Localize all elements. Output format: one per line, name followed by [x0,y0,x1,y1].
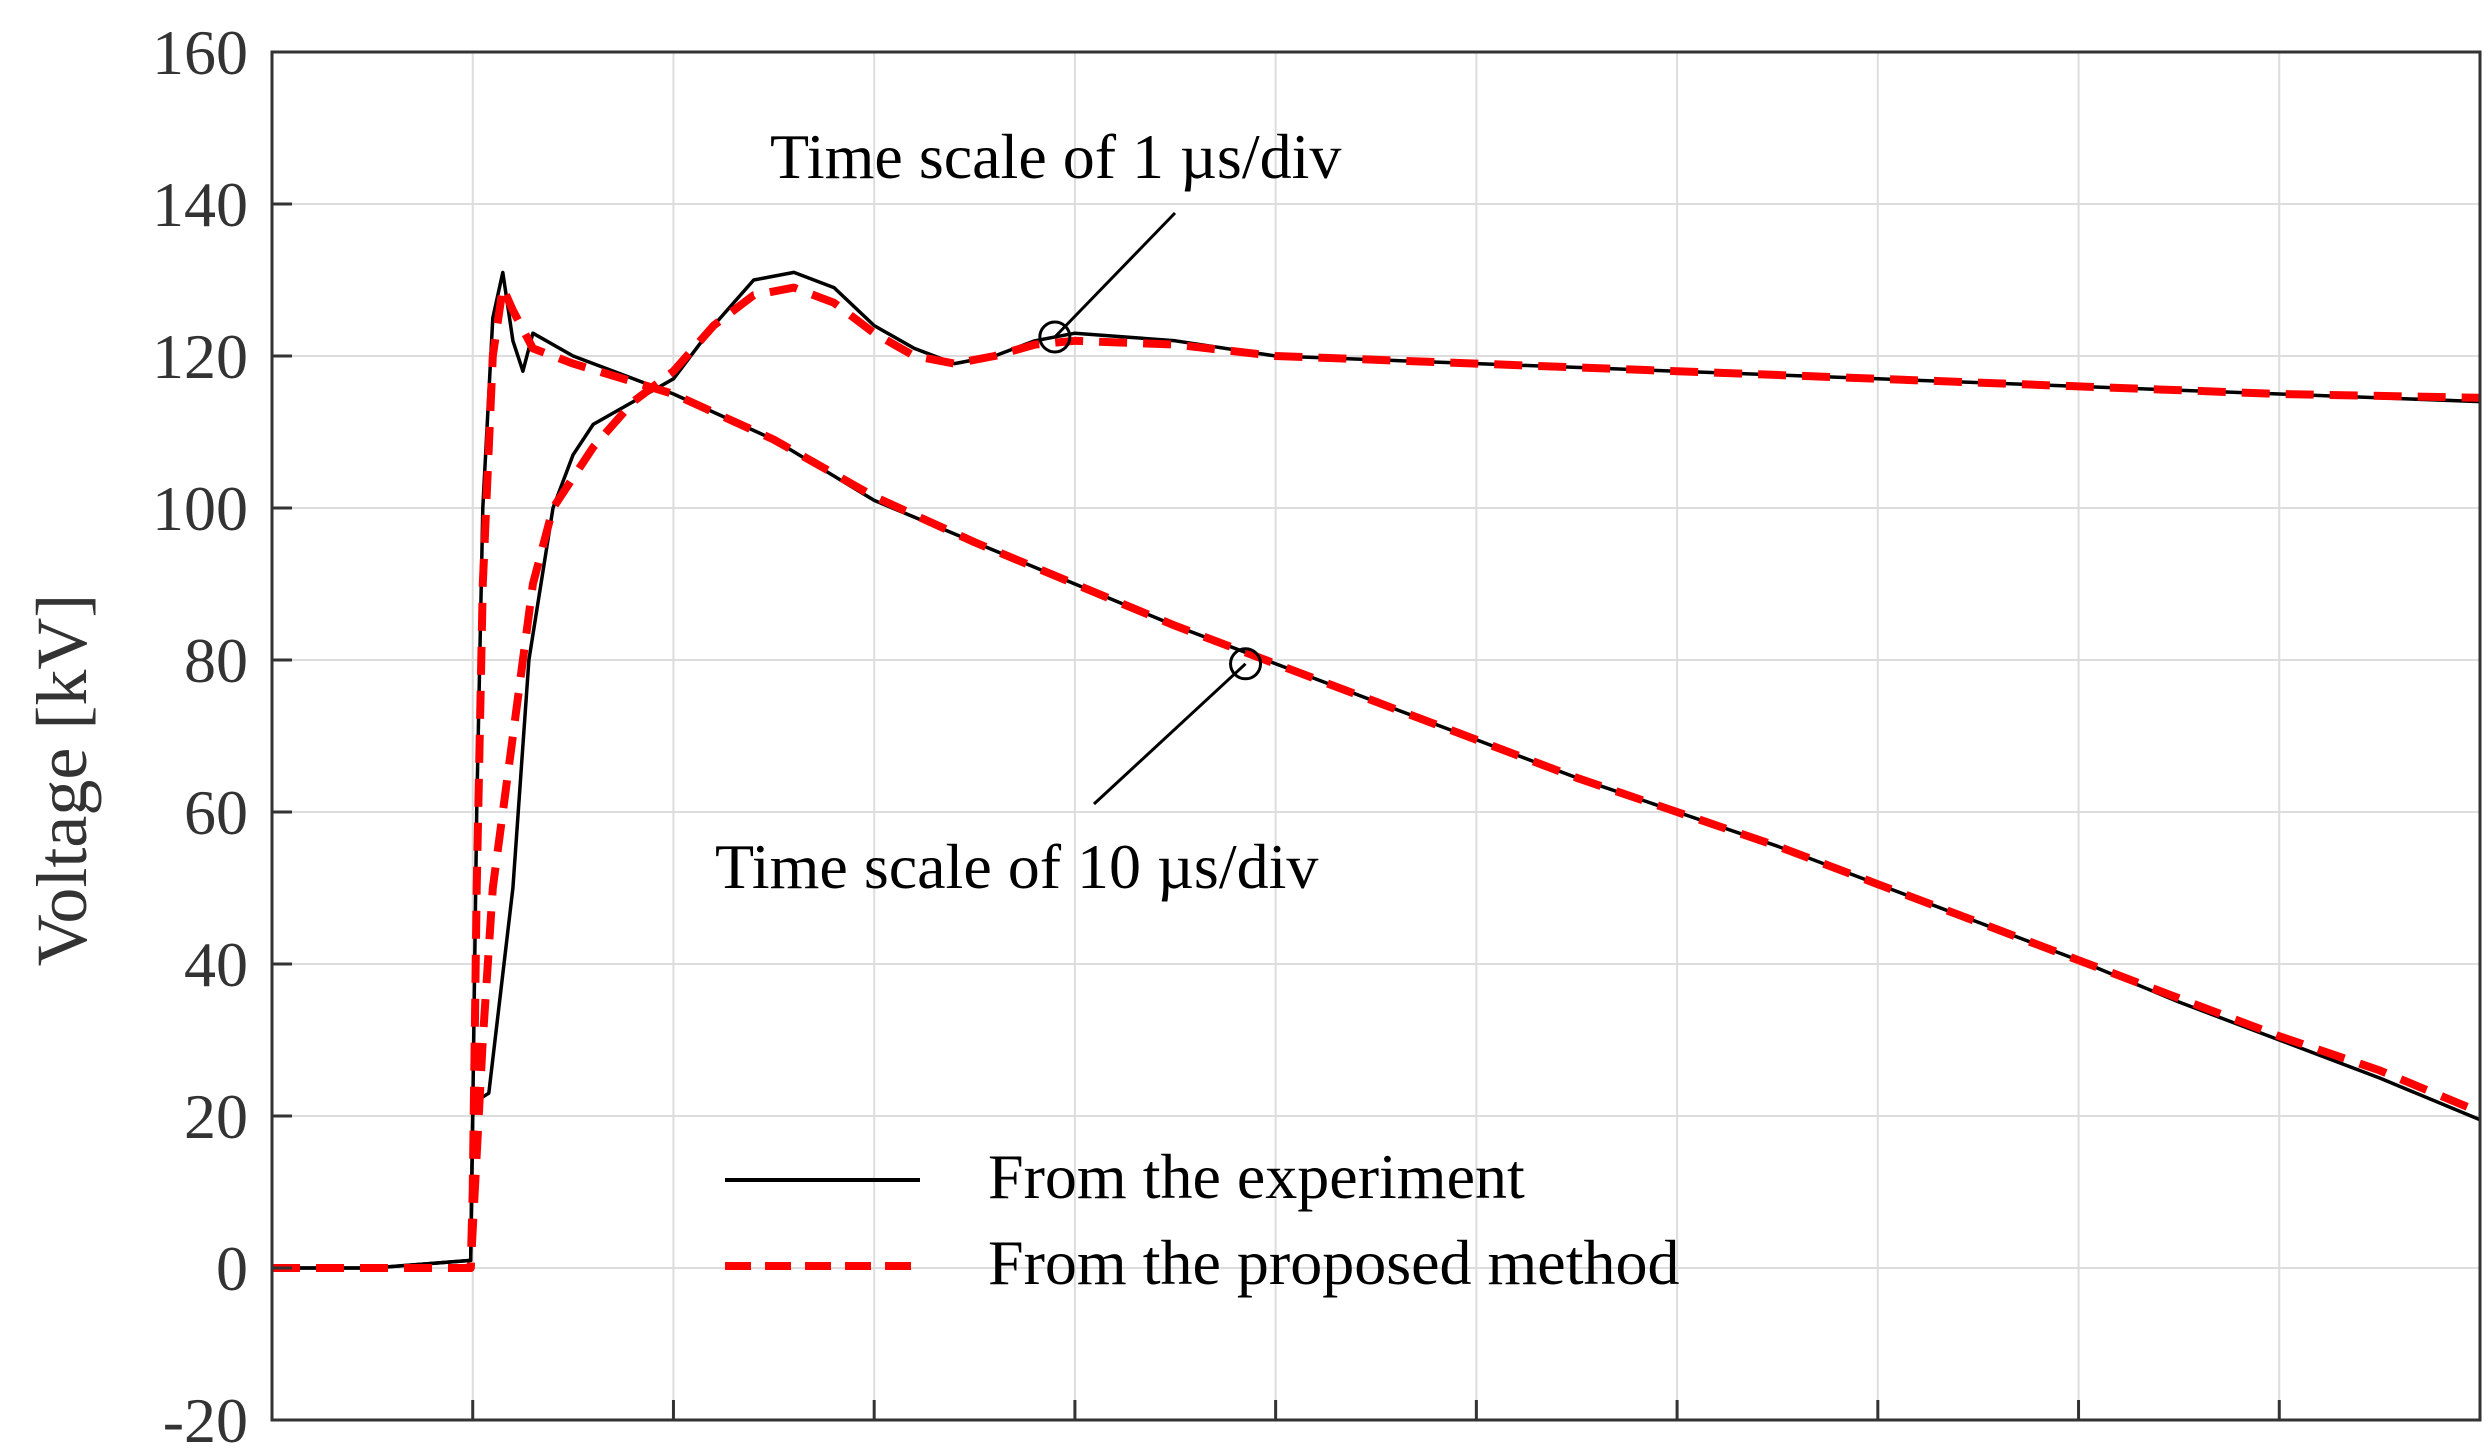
y-tick-label: 60 [184,777,248,848]
series-layer [272,270,2482,1272]
y-tick-label: 160 [152,17,248,88]
y-tick-label: 120 [152,321,248,392]
y-ticks: 160 140 120 100 80 60 40 20 0 -20 [152,17,292,1451]
series-line-method [272,283,2481,1272]
y-tick-label: 0 [216,1233,248,1304]
y-tick-label: 40 [184,929,248,1000]
annotations: Time scale of 1 µs/div Time scale of 10 µ… [715,121,1341,902]
annotation-leader-line [1092,662,1247,806]
legend-label: From the proposed method [988,1227,1679,1298]
y-axis-label: Voltage [kV] [22,594,102,967]
annotation-marker [1038,320,1072,354]
series-line-method [272,283,2482,1272]
y-tick-label: 20 [184,1081,248,1152]
y-tick-label: -20 [163,1385,248,1451]
legend: From the experiment From the proposed met… [725,1141,1679,1298]
annotation-label: Time scale of 10 µs/div [715,831,1318,902]
y-tick-label: 100 [152,473,248,544]
legend-label: From the experiment [988,1141,1525,1212]
annotation-label: Time scale of 1 µs/div [770,121,1341,192]
y-tick-label: 140 [152,169,248,240]
plot-frame [270,50,2482,1422]
annotation-leader-line [1053,211,1177,339]
annotation-marker [1229,647,1263,681]
y-tick-label: 80 [184,625,248,696]
grid [272,52,2480,1420]
x-ticks [471,1400,2281,1420]
